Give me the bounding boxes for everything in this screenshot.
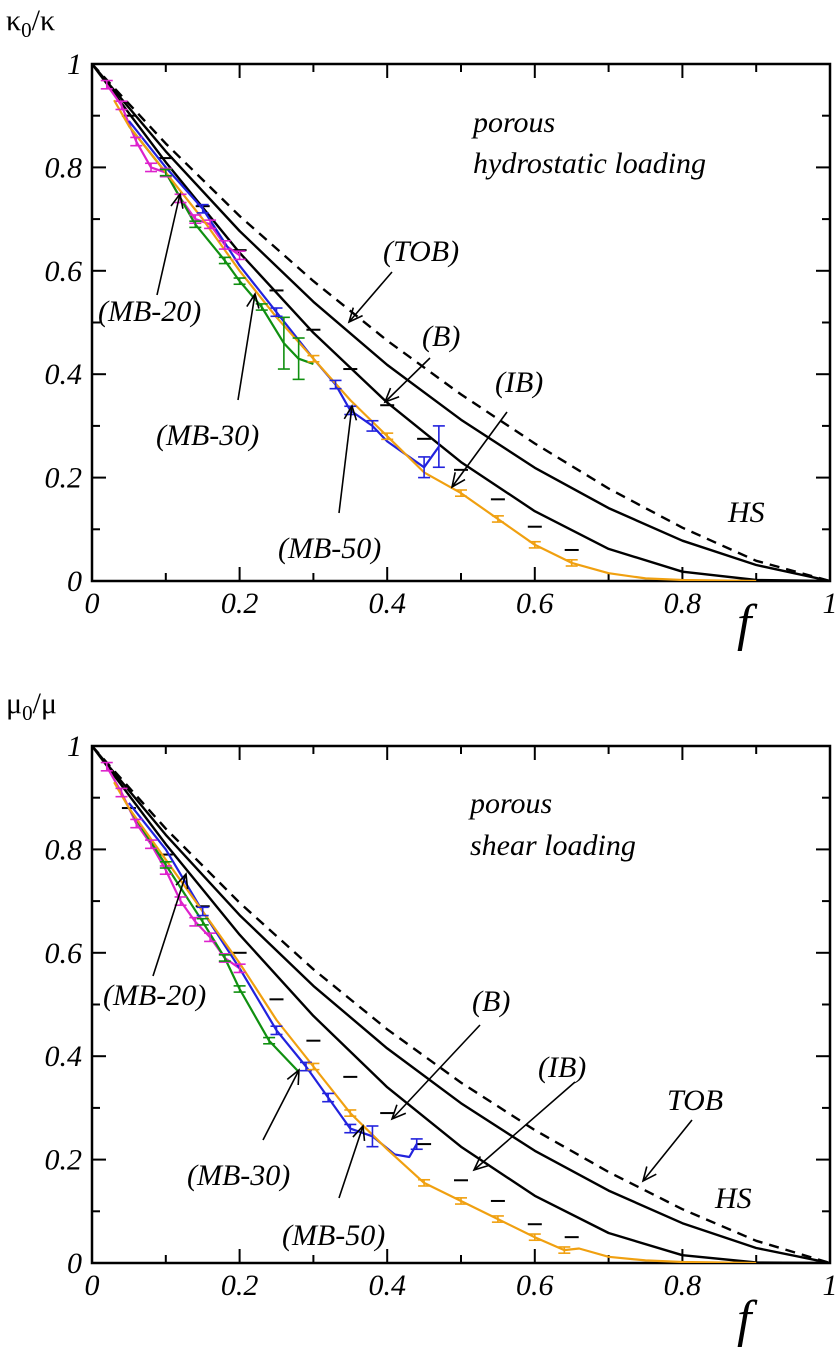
arrow-b bbox=[391, 1024, 481, 1120]
tick-marks bbox=[91, 745, 831, 1264]
annotation-line-2: hydrostatic loading bbox=[473, 147, 706, 180]
y-tick-label: 0.8 bbox=[45, 151, 83, 184]
label-hs: HS bbox=[727, 496, 765, 529]
x-tick-label: 0 bbox=[85, 1269, 100, 1302]
annotation-line-1: porous bbox=[471, 106, 555, 139]
arrowhead bbox=[383, 387, 400, 404]
series-line-hs bbox=[92, 746, 830, 1263]
annotation-arrows bbox=[156, 192, 508, 514]
series-line-mb-30 bbox=[127, 807, 300, 1073]
y-tick-label: 1 bbox=[67, 730, 82, 763]
x-tick-label: 0.6 bbox=[516, 1269, 554, 1302]
arrowhead bbox=[170, 192, 184, 209]
series-line-b bbox=[92, 746, 830, 1263]
annotation-arrows bbox=[152, 872, 693, 1199]
shear-modulus-chart: 0 0.2 0.4 0.6 0.8 1 0 0.2 0.4 0.6 0.8 1 μ0/μ f poro… bbox=[6, 687, 838, 1348]
y-tick-label: 0.4 bbox=[45, 358, 83, 391]
arrowhead bbox=[175, 872, 189, 889]
y-tick-label: 0 bbox=[67, 1247, 82, 1280]
y-axis-label: κ0/κ bbox=[6, 4, 55, 42]
arrow-mb20 bbox=[152, 873, 187, 977]
label-ib: (IB) bbox=[538, 1051, 586, 1084]
annotation-line-2: shear loading bbox=[470, 829, 636, 862]
tick-labels: 0 0.2 0.4 0.6 0.8 1 0 0.2 0.4 0.6 0.8 1 bbox=[45, 730, 838, 1302]
arrow-tob bbox=[348, 271, 393, 323]
label-mb30: (MB-30) bbox=[187, 1159, 290, 1192]
x-tick-label: 0 bbox=[85, 587, 100, 620]
bulk-modulus-chart: 0 0.2 0.4 0.6 0.8 1 0 0.2 0.4 0.6 0.8 1 κ0/κ f poro… bbox=[6, 4, 838, 652]
label-hs: HS bbox=[714, 1182, 752, 1215]
arrow-mb50 bbox=[338, 1125, 364, 1199]
x-tick-label: 1 bbox=[823, 1269, 838, 1302]
series-line-mb-50 bbox=[113, 781, 757, 1263]
arrowhead bbox=[450, 472, 466, 489]
arrowhead bbox=[641, 1166, 657, 1183]
arrow-b bbox=[384, 357, 431, 403]
arrow-tob bbox=[642, 1119, 693, 1182]
series-line-tob bbox=[92, 64, 830, 581]
y-tick-label: 0.2 bbox=[45, 462, 83, 495]
x-tick-label: 0.6 bbox=[516, 587, 554, 620]
label-mb50: (MB-50) bbox=[278, 532, 381, 565]
x-tick-label: 0.2 bbox=[221, 1269, 259, 1302]
x-tick-label: 0.4 bbox=[368, 587, 406, 620]
annotation-line-1: porous bbox=[468, 787, 552, 820]
y-tick-label: 0 bbox=[67, 565, 82, 598]
y-tick-label: 0.6 bbox=[45, 255, 83, 288]
label-tob: TOB bbox=[667, 1084, 723, 1117]
arrowhead bbox=[472, 1156, 489, 1172]
tick-labels: 0 0.2 0.4 0.6 0.8 1 0 0.2 0.4 0.6 0.8 1 bbox=[45, 48, 838, 620]
label-mb20: (MB-20) bbox=[98, 295, 201, 328]
label-b: (B) bbox=[472, 985, 510, 1018]
arrowhead bbox=[390, 1104, 407, 1121]
label-mb50: (MB-50) bbox=[282, 1219, 385, 1252]
arrow-mb30 bbox=[262, 1069, 300, 1141]
arrow-mb50 bbox=[338, 405, 353, 514]
plot-frame bbox=[90, 62, 832, 583]
arrow-mb20 bbox=[156, 193, 181, 296]
arrowhead bbox=[246, 292, 260, 309]
arrowhead bbox=[286, 1068, 300, 1086]
y-tick-label: 0.4 bbox=[45, 1040, 83, 1073]
y-axis-label: μ0/μ bbox=[6, 687, 57, 725]
x-axis-label: f bbox=[737, 1291, 758, 1348]
arrow-ib bbox=[473, 1081, 576, 1171]
y-tick-label: 0.2 bbox=[45, 1144, 83, 1177]
label-b: (B) bbox=[422, 320, 460, 353]
tick-marks bbox=[91, 63, 831, 582]
series-layer bbox=[92, 746, 830, 1263]
series-layer bbox=[92, 64, 830, 581]
series-line-tob bbox=[92, 746, 830, 1263]
series-line-hs bbox=[92, 64, 830, 581]
arrowhead bbox=[343, 404, 358, 421]
arrow-ib bbox=[451, 411, 508, 488]
x-tick-label: 0.8 bbox=[664, 587, 702, 620]
x-tick-label: 0.2 bbox=[221, 587, 259, 620]
y-tick-label: 1 bbox=[67, 48, 82, 81]
x-tick-label: 1 bbox=[823, 587, 838, 620]
y-tick-label: 0.6 bbox=[45, 937, 83, 970]
label-ib: (IB) bbox=[495, 366, 543, 399]
series-line-b bbox=[92, 64, 830, 581]
arrowhead bbox=[347, 307, 363, 324]
label-mb30: (MB-30) bbox=[156, 419, 259, 452]
y-tick-label: 0.8 bbox=[45, 833, 83, 866]
label-mb20: (MB-20) bbox=[103, 979, 206, 1012]
arrow-mb30 bbox=[237, 293, 256, 401]
x-tick-label: 0.8 bbox=[664, 1269, 702, 1302]
x-axis-label: f bbox=[737, 595, 758, 652]
label-tob: (TOB) bbox=[383, 235, 459, 268]
arrowhead bbox=[352, 1124, 366, 1141]
x-tick-label: 0.4 bbox=[368, 1269, 406, 1302]
